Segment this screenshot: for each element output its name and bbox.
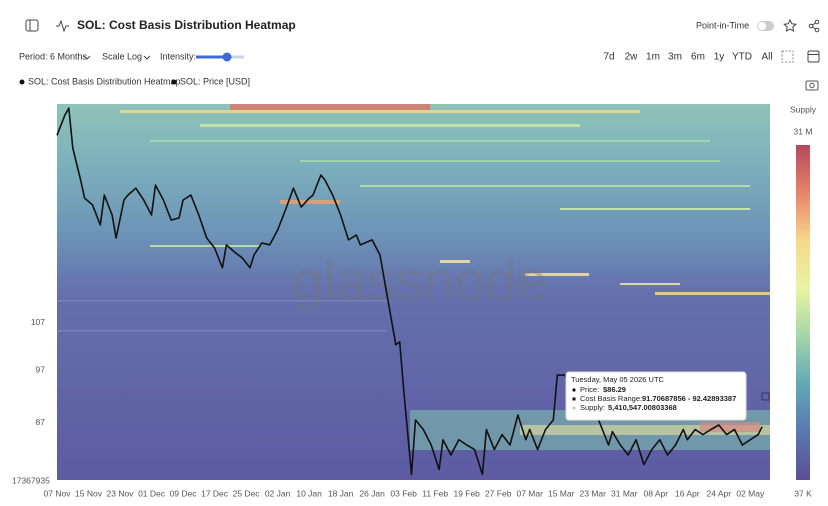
legend-dot [19, 79, 25, 85]
range-button[interactable]: 6m [691, 52, 705, 63]
x-tick-label: 19 Feb [453, 488, 480, 498]
x-tick-label: 03 Feb [390, 488, 417, 498]
heat-stripe [120, 110, 640, 113]
colorbar-title: Supply [790, 104, 817, 114]
heat-stripe [200, 124, 580, 127]
period-select[interactable]: Period: 6 Months [19, 51, 88, 61]
heat-band [700, 422, 760, 432]
chevron [83, 55, 91, 60]
y-tick-label: 97 [36, 364, 46, 374]
tooltip-price: $86.29 [603, 385, 626, 394]
heat-stripe [150, 245, 260, 247]
share-dot [808, 23, 814, 29]
legend-price[interactable]: SOL: Price [USD] [180, 76, 250, 86]
range-button[interactable]: 2w [625, 52, 639, 63]
range-button[interactable]: All [761, 52, 772, 63]
star-icon[interactable] [783, 18, 797, 33]
range-button[interactable]: YTD [732, 52, 752, 63]
slider-thumb[interactable] [222, 52, 232, 62]
share-lines [812, 22, 816, 30]
y-corner-label: 17367935 [12, 475, 50, 485]
x-tick-label: 07 Nov [44, 488, 72, 498]
toggle-knob [758, 22, 766, 30]
chevron [143, 55, 151, 60]
sidebar-icon[interactable] [25, 19, 39, 32]
x-tick-label: 02 May [736, 488, 765, 498]
legend-dot [171, 79, 177, 85]
heat-stripe [280, 200, 340, 204]
intensity-label: Intensity: [160, 51, 196, 61]
tooltip-date: Tuesday, May 05 2026 UTC [571, 375, 665, 384]
x-tick-label: 15 Nov [75, 488, 103, 498]
colorbar [796, 145, 810, 480]
colorbar-max: 31 M [794, 126, 813, 136]
pulse-icon [56, 19, 69, 33]
heat-stripe [440, 260, 470, 263]
heat-stripe [230, 104, 430, 110]
range-button[interactable]: 1m [646, 52, 660, 63]
y-tick-label: 107 [31, 317, 45, 327]
heat-stripe [150, 140, 710, 142]
range-buttons: 7d 2w 1m 3m 6m 1y YTD All [603, 52, 772, 63]
scale-select[interactable]: Scale Log [102, 51, 142, 61]
tooltip-supply: 5,410,547.00803368 [608, 403, 677, 412]
x-tick-label: 26 Jan [359, 488, 385, 498]
tooltip-dot [572, 397, 576, 401]
x-tick-label: 16 Apr [675, 488, 700, 498]
price-line [56, 107, 763, 476]
camera-lens [809, 82, 815, 89]
tooltip-box [565, 371, 747, 421]
tooltip-dot [572, 406, 576, 410]
x-tick-label: 23 Mar [580, 488, 607, 498]
x-tick-label: 18 Jan [328, 488, 354, 498]
x-tick-label: 07 Mar [516, 488, 543, 498]
range-button[interactable]: 3m [668, 52, 682, 63]
x-tick-label: 24 Apr [707, 488, 732, 498]
x-tick-label: 02 Jan [265, 488, 291, 498]
hover-marker [761, 392, 770, 401]
x-tick-label: 10 Jan [296, 488, 322, 498]
heat-stripe [57, 330, 387, 332]
tooltip-price-label: Price: [580, 385, 599, 394]
x-tick-label: 11 Feb [422, 488, 448, 498]
y-tick-label: 87 [36, 417, 46, 427]
legend-heatmap[interactable]: SOL: Cost Basis Distribution Heatmap [28, 76, 181, 86]
x-tick-label: 09 Dec [170, 488, 198, 498]
x-tick-label: 08 Apr [643, 488, 668, 498]
x-tick-label: 01 Dec [138, 488, 166, 498]
x-tick-label: 25 Dec [233, 488, 261, 498]
tooltip: Tuesday, May 05 2026 UTC Price: $86.29 C… [565, 371, 747, 421]
chart-title: SOL: Cost Basis Distribution Heatmap [77, 18, 296, 32]
watermark: glassnode [292, 249, 547, 312]
camera-icon[interactable] [805, 80, 819, 91]
heat-stripe [620, 283, 680, 285]
heat-stripe [525, 273, 589, 276]
heat-stripe [560, 208, 750, 210]
share-dot [814, 19, 820, 25]
colorbar-min: 37 K [794, 488, 812, 498]
plot: 87 97 107 07 Nov 15 Nov 23 Nov 01 Dec 09 Dec 17 … [31, 107, 765, 498]
range-button[interactable]: 1y [714, 52, 725, 63]
heat-stripe [360, 185, 750, 187]
range-button[interactable]: 7d [603, 52, 614, 63]
x-tick-label: 17 Dec [201, 488, 229, 498]
x-tick-label: 15 Mar [548, 488, 575, 498]
zoom-icon[interactable] [781, 50, 794, 63]
heat-stripe [655, 292, 770, 295]
tooltip-dot [572, 388, 576, 392]
calendar-icon[interactable] [807, 50, 820, 63]
tooltip-supply-label: Supply: [580, 403, 605, 412]
tooltip-range-label: Cost Basis Range: [580, 394, 642, 403]
x-tick-label: 31 Mar [611, 488, 638, 498]
heat-stripe [57, 300, 387, 302]
heat-band [520, 425, 770, 435]
share-icon[interactable] [808, 19, 820, 33]
tooltip-range: 91.70687856 - 92.42893387 [642, 394, 736, 403]
x-tick-label: 23 Nov [107, 488, 135, 498]
share-dot [814, 27, 820, 33]
point-in-time-label: Point-in-Time [696, 20, 749, 30]
heat-stripe [300, 160, 720, 162]
x-tick-label: 27 Feb [485, 488, 512, 498]
